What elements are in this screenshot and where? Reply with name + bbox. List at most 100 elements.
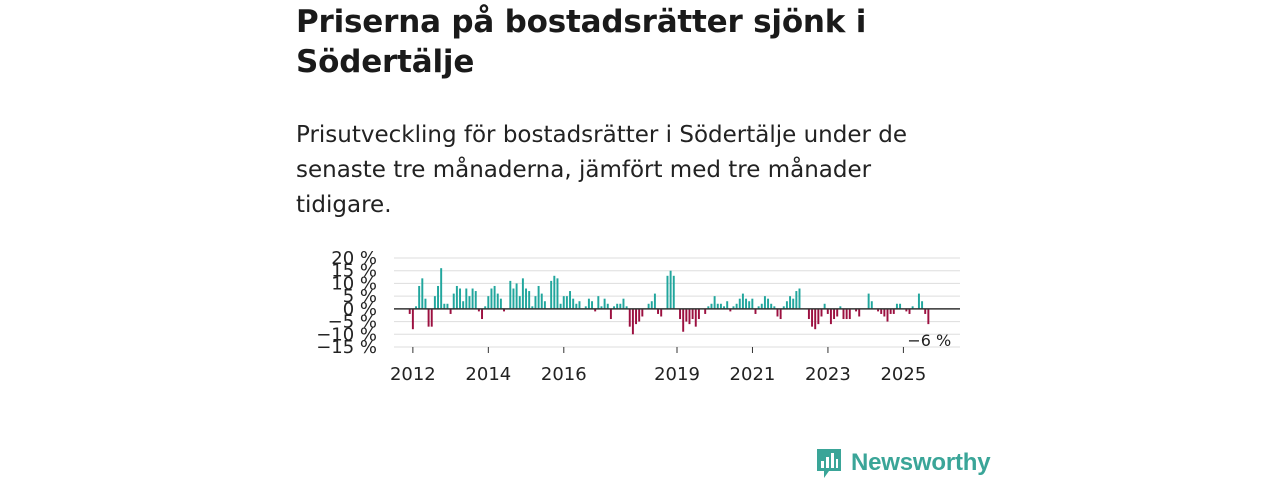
bar: [763, 296, 766, 309]
bar: [886, 308, 889, 322]
newsworthy-logo-icon: [817, 449, 841, 478]
x-tick-label: 2025: [880, 364, 926, 385]
bar: [543, 301, 546, 309]
bar: [493, 285, 496, 309]
bar: [616, 303, 619, 309]
bar: [917, 293, 920, 309]
y-tick-label: 15 %: [331, 261, 377, 282]
bar: [726, 301, 729, 309]
bar: [745, 298, 748, 309]
bar: [707, 306, 710, 309]
bar: [757, 306, 760, 309]
bar: [415, 306, 417, 309]
bar: [635, 308, 638, 325]
bar: [418, 285, 421, 309]
bar: [625, 306, 628, 309]
bar: [503, 308, 506, 312]
bar: [710, 303, 713, 309]
bar: [609, 308, 612, 320]
bar: [528, 291, 531, 309]
bar: [833, 308, 836, 320]
bar: [584, 306, 587, 309]
bar: [575, 303, 578, 309]
bar: [817, 308, 820, 325]
bar: [836, 308, 839, 317]
bar: [553, 275, 556, 309]
bar: [562, 296, 565, 309]
bar: [628, 308, 631, 327]
bar: [569, 291, 572, 309]
bar: [540, 293, 543, 309]
bar: [622, 298, 625, 309]
bar: [446, 303, 449, 309]
bar: [603, 298, 606, 309]
bar: [666, 275, 669, 309]
bar: [449, 308, 452, 314]
x-tick-label: 2014: [465, 364, 511, 385]
x-tick-label: 2019: [654, 364, 700, 385]
bar: [779, 308, 782, 320]
bar: [889, 308, 892, 314]
bar: [845, 308, 848, 320]
bar: [905, 308, 908, 312]
bar: [682, 308, 685, 332]
bar: [660, 308, 663, 317]
bar: [565, 296, 568, 309]
bar: [587, 298, 590, 309]
bar: [785, 301, 788, 309]
bar: [691, 308, 694, 320]
y-tick-label: −10 %: [316, 324, 377, 345]
bar: [421, 278, 424, 309]
bar: [767, 298, 770, 309]
bar: [578, 301, 581, 309]
bar: [773, 306, 776, 309]
bar: [927, 308, 930, 325]
x-tick-label: 2023: [805, 364, 851, 385]
y-tick-label: 5 %: [343, 286, 377, 307]
bar: [911, 306, 914, 309]
bar: [499, 298, 502, 309]
bar: [408, 308, 411, 314]
bar: [877, 308, 880, 312]
y-tick-label: 10 %: [331, 273, 377, 294]
bar: [647, 303, 650, 309]
bar: [496, 293, 499, 309]
bar: [694, 308, 697, 327]
bar: [751, 298, 754, 309]
bar: [807, 308, 810, 320]
bar: [782, 306, 785, 309]
bar: [738, 298, 741, 309]
bar: [908, 308, 911, 314]
bar: [921, 301, 924, 309]
bar: [597, 296, 600, 309]
bar: [729, 308, 732, 312]
bar: [679, 308, 682, 320]
bar: [741, 293, 744, 309]
bar: [820, 308, 823, 317]
y-tick-label: 0 %: [343, 299, 377, 320]
bar: [525, 288, 528, 309]
bar: [870, 301, 873, 309]
brand-name: Newsworthy: [851, 449, 991, 476]
bar: [829, 308, 832, 325]
bar: [487, 296, 490, 309]
bar: [443, 303, 446, 309]
bar: [606, 303, 609, 309]
bar: [811, 308, 814, 327]
bar: [471, 288, 474, 309]
bar: [619, 303, 622, 309]
bar: [748, 301, 751, 309]
bar: [795, 291, 798, 309]
bar: [521, 278, 524, 309]
y-tick-label: 20 %: [331, 248, 377, 269]
bar: [594, 308, 597, 312]
bar: [798, 288, 801, 309]
y-tick-label: −15 %: [316, 337, 377, 358]
bar: [613, 306, 616, 309]
bar: [631, 308, 634, 335]
bar: [430, 308, 433, 327]
bar: [657, 308, 660, 314]
bar: [814, 308, 817, 330]
bar: [826, 308, 829, 314]
